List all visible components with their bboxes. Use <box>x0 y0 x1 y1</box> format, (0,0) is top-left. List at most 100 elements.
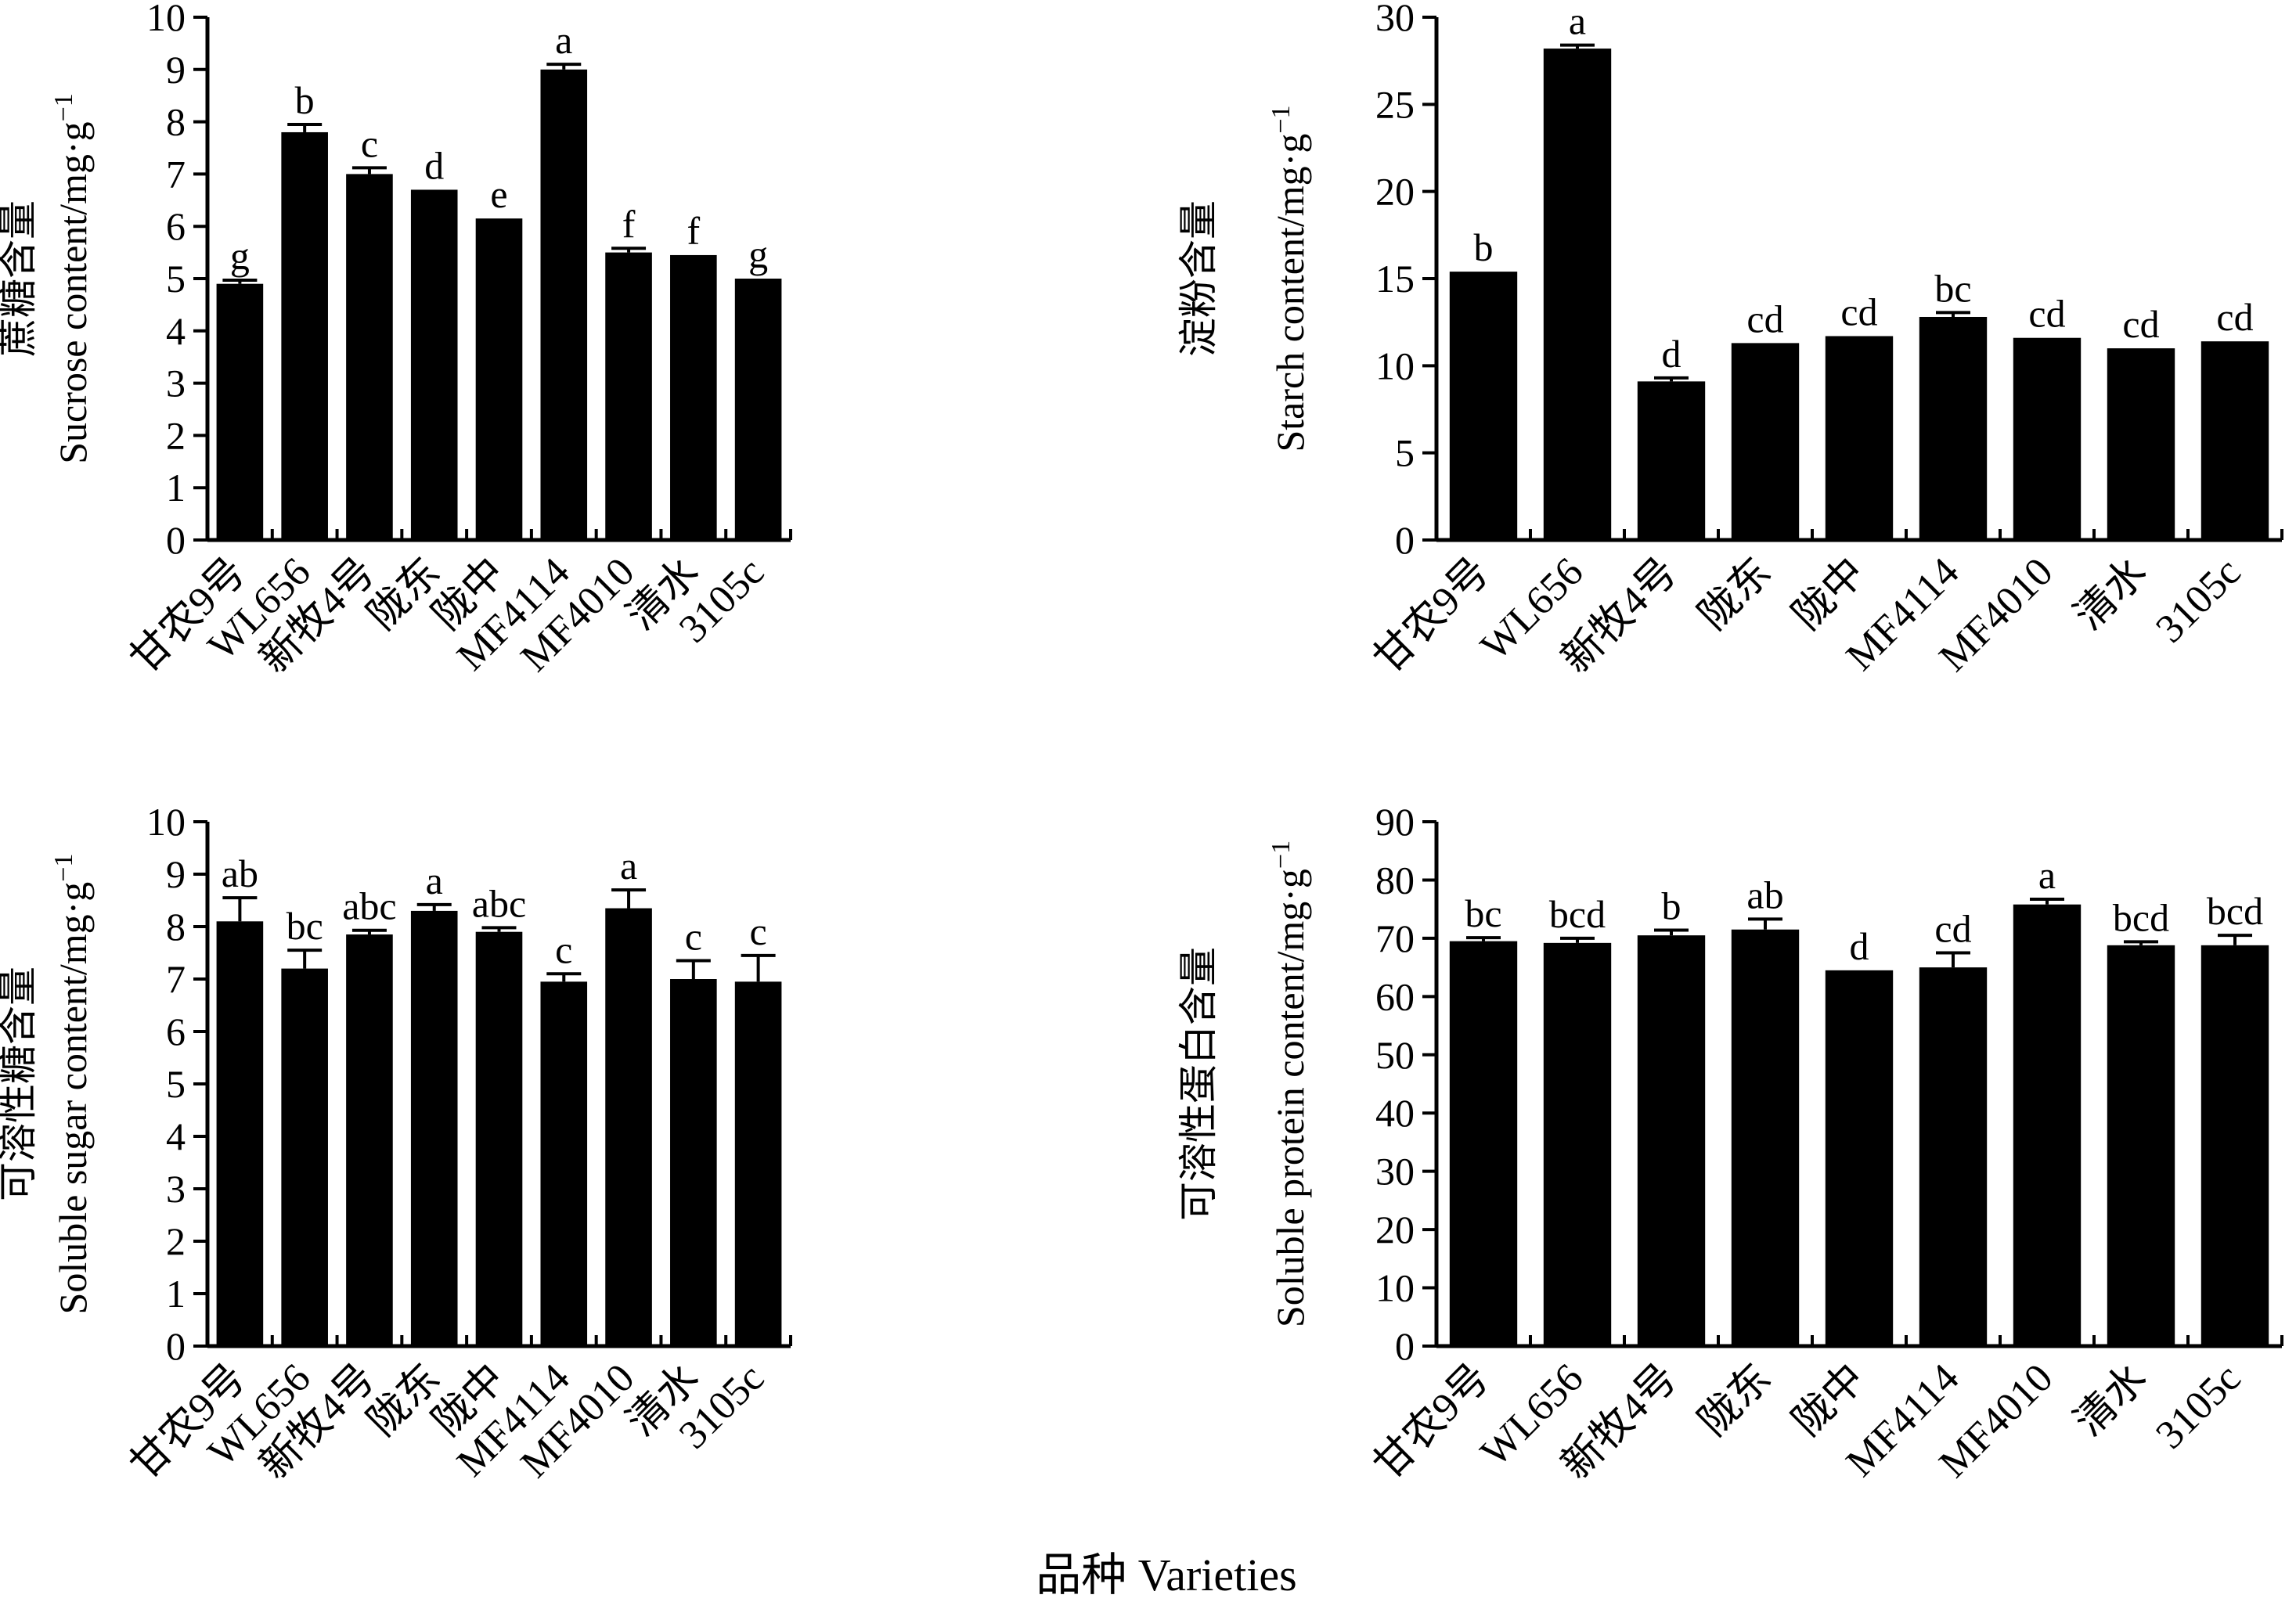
chart3-significance-label-8: bcd <box>2207 889 2263 933</box>
chart2-y-tick-label-10: 10 <box>146 800 186 844</box>
chart1-bar-4 <box>1825 336 1894 540</box>
chart3-significance-label-2: b <box>1662 884 1681 927</box>
chart0-bar-6 <box>605 252 652 540</box>
chart0-y-tick-label-9: 9 <box>166 48 186 92</box>
chart2-bar-3 <box>410 910 458 1346</box>
chart2-bar-8 <box>734 981 782 1346</box>
chart0-significance-label-7: f <box>687 209 701 253</box>
chart2-bar-0 <box>216 921 264 1346</box>
chart3-bar-5 <box>1919 967 1988 1346</box>
chart2-y-tick-label-0: 0 <box>166 1324 186 1368</box>
chart2-significance-label-4: abc <box>472 881 526 925</box>
chart3-y-tick-label-8: 80 <box>1375 858 1415 902</box>
chart3-y-axis-title-en: Soluble protein content/mg·g−1 <box>1267 841 1312 1327</box>
chart1-significance-label-2: d <box>1662 332 1681 376</box>
chart3-y-tick-label-5: 50 <box>1375 1033 1415 1077</box>
chart1-bar-5 <box>1919 316 1988 540</box>
chart3-y-tick-label-9: 90 <box>1375 800 1415 844</box>
chart3-bar-2 <box>1637 935 1706 1346</box>
soluble-sugar-chart-panel: 012345678910ab甘农9号bcWL656abc新牧4号a陇东abc陇中… <box>0 800 792 1488</box>
chart3-category-label-3: 陇东 <box>1691 1355 1780 1445</box>
starch-chart-panel: 051015202530b甘农9号aWL656d新牧4号cd陇东cd陇中bcMF… <box>1177 0 2283 682</box>
chart1-bar-8 <box>2200 341 2269 540</box>
chart3-bar-0 <box>1449 941 1518 1346</box>
chart2-bar-4 <box>475 931 523 1346</box>
chart2-y-tick-label-2: 2 <box>166 1219 186 1263</box>
chart2-y-axis-title-cn: 可溶性糖含量 <box>0 967 40 1201</box>
chart3-significance-label-4: d <box>1850 924 1869 968</box>
chart1-significance-label-6: cd <box>2028 292 2065 336</box>
chart1-y-axis-title-superscript: −1 <box>1267 105 1296 133</box>
chart1-significance-label-5: bc <box>1934 266 1971 310</box>
chart3-y-tick-label-7: 70 <box>1375 916 1415 960</box>
chart1-y-tick-label-1: 5 <box>1395 431 1415 475</box>
chart2-category-label-3: 陇东 <box>359 1355 449 1445</box>
chart1-bar-1 <box>1543 49 1612 540</box>
chart0-significance-label-5: a <box>555 18 572 62</box>
chart3-y-tick-label-4: 40 <box>1375 1091 1415 1135</box>
chart2-significance-label-2: abc <box>342 884 396 928</box>
chart2-significance-label-6: a <box>620 844 637 887</box>
chart3-significance-label-6: a <box>2038 853 2056 897</box>
chart0-significance-label-0: g <box>230 234 250 278</box>
chart3-y-tick-label-6: 60 <box>1375 974 1415 1018</box>
chart0-bar-8 <box>734 279 782 540</box>
chart1-y-axis-title-cn: 淀粉含量 <box>1177 200 1220 357</box>
chart1-y-tick-label-6: 30 <box>1375 0 1415 39</box>
chart2-bar-1 <box>281 968 328 1346</box>
chart0-y-tick-label-4: 4 <box>166 309 186 353</box>
chart3-y-tick-label-0: 0 <box>1395 1324 1415 1368</box>
chart3-y-tick-label-2: 20 <box>1375 1208 1415 1251</box>
chart0-y-tick-label-0: 0 <box>166 518 186 562</box>
chart3-category-label-8: 3105c <box>2147 1355 2249 1457</box>
soluble-protein-chart-panel: 0102030405060708090bc甘农9号bcdWL656b新牧4号ab… <box>1177 800 2283 1488</box>
chart2-bar-7 <box>670 979 717 1346</box>
chart3-y-axis-title-cn: 可溶性蛋白含量 <box>1177 947 1220 1221</box>
chart0-y-tick-label-2: 2 <box>166 413 186 457</box>
chart1-category-label-7: 清水 <box>2067 549 2156 639</box>
chart1-y-axis-title-en: Starch content/mg·g−1 <box>1267 105 1312 452</box>
chart1-category-label-3: 陇东 <box>1691 549 1780 639</box>
chart2-significance-label-1: bc <box>287 904 323 948</box>
chart1-bar-3 <box>1731 343 1800 540</box>
chart0-bar-7 <box>670 254 717 540</box>
chart0-y-tick-label-10: 10 <box>146 0 186 39</box>
chart1-category-label-8: 3105c <box>2147 549 2249 651</box>
chart0-bar-5 <box>540 69 588 541</box>
chart0-y-axis-title-superscript: −1 <box>49 93 78 121</box>
chart0-y-tick-label-8: 8 <box>166 100 186 144</box>
chart2-significance-label-5: c <box>555 927 572 971</box>
chart0-significance-label-6: f <box>622 202 636 246</box>
chart0-significance-label-4: e <box>490 172 507 216</box>
chart3-y-tick-label-3: 30 <box>1375 1150 1415 1193</box>
chart1-bar-6 <box>2013 337 2082 540</box>
chart1-y-tick-label-3: 15 <box>1375 257 1415 301</box>
chart1-bar-2 <box>1637 381 1706 540</box>
chart3-significance-label-5: cd <box>1934 907 1971 951</box>
chart3-significance-label-7: bcd <box>2113 895 2169 939</box>
chart0-significance-label-8: g <box>748 232 768 276</box>
chart2-y-tick-label-4: 4 <box>166 1114 186 1158</box>
chart2-y-tick-label-8: 8 <box>166 905 186 949</box>
chart3-category-label-0: 甘农9号 <box>1365 1355 1498 1488</box>
chart1-y-tick-label-5: 25 <box>1375 82 1415 126</box>
chart3-y-tick-label-1: 10 <box>1375 1266 1415 1310</box>
chart2-y-tick-label-3: 3 <box>166 1167 186 1211</box>
chart2-significance-label-0: ab <box>222 851 258 895</box>
chart2-y-tick-label-1: 1 <box>166 1272 186 1316</box>
chart0-bar-4 <box>475 218 523 540</box>
chart0-y-tick-label-5: 5 <box>166 257 186 301</box>
chart3-bar-6 <box>2013 904 2082 1346</box>
chart0-y-tick-label-6: 6 <box>166 204 186 248</box>
chart0-significance-label-3: d <box>424 143 444 187</box>
chart0-y-tick-label-3: 3 <box>166 362 186 405</box>
chart2-significance-label-7: c <box>685 915 702 959</box>
chart1-category-label-0: 甘农9号 <box>1365 549 1498 682</box>
chart3-bar-1 <box>1543 942 1612 1346</box>
chart1-significance-label-3: cd <box>1746 297 1783 340</box>
chart1-bar-0 <box>1449 272 1518 540</box>
chart2-bar-6 <box>605 908 652 1346</box>
chart1-bar-7 <box>2107 348 2175 540</box>
chart3-bar-8 <box>2200 945 2269 1346</box>
chart2-y-tick-label-7: 7 <box>166 957 186 1001</box>
